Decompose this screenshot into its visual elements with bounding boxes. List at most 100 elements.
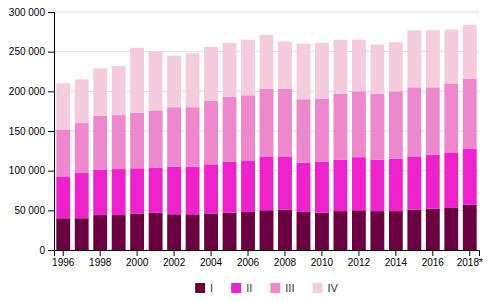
bar (315, 98, 329, 161)
bar (75, 173, 89, 218)
tick-label: 200 000 (9, 86, 46, 97)
bar (444, 83, 458, 152)
x-axis: 1996 1998 2000 2002 2004 2006 2008 2010 2012 2014… (52, 250, 483, 268)
bar (149, 52, 163, 111)
bar (241, 160, 255, 212)
bar (204, 164, 218, 213)
bar (260, 156, 274, 210)
y-axis: 050 000100 000150 000200 000250 000300 0… (9, 7, 55, 256)
bar (112, 169, 126, 215)
bar (186, 107, 200, 167)
tick-mark (48, 91, 54, 92)
bar (426, 87, 440, 154)
tick: 1996 (52, 250, 75, 268)
tick-label: 2018* (457, 257, 483, 268)
bar (75, 123, 89, 173)
bar (352, 91, 366, 157)
tick-label: 250 000 (9, 46, 46, 57)
bar (167, 167, 181, 215)
tick: 2014 (385, 250, 408, 268)
bar (426, 30, 440, 87)
bar (315, 213, 329, 250)
bar (352, 40, 366, 92)
tick-label: 2008 (274, 257, 297, 268)
bar (278, 89, 292, 156)
bar (186, 53, 200, 107)
tick: 2018* (457, 250, 483, 268)
bar (444, 152, 458, 208)
tick-label: 2010 (311, 257, 334, 268)
tick-mark (48, 12, 54, 13)
bar (352, 157, 366, 210)
chart: 050 000100 000150 000200 000250 000300 0… (0, 0, 491, 302)
bar (112, 66, 126, 115)
bar (204, 101, 218, 164)
legend: IIIIIIIV (195, 282, 338, 294)
tick: 2004 (200, 250, 223, 268)
legend-item: III (270, 282, 294, 294)
bar (297, 44, 311, 100)
bar (315, 162, 329, 213)
bar (56, 218, 70, 250)
bar (56, 129, 70, 177)
tick-mark (174, 250, 175, 256)
bar (93, 68, 107, 116)
bar (241, 40, 255, 96)
tick: 2010 (311, 250, 334, 268)
grid (54, 12, 479, 250)
tick-mark (248, 250, 249, 256)
bar (93, 116, 107, 170)
bar (297, 99, 311, 162)
bar (278, 41, 292, 89)
bar (260, 89, 274, 156)
tick-mark (469, 250, 470, 256)
tick: 2008 (274, 250, 297, 268)
bar (333, 211, 347, 250)
tick-label: 2016 (422, 257, 445, 268)
tick-label: 2014 (385, 257, 408, 268)
legend-label: III (285, 282, 294, 294)
tick-mark (48, 131, 54, 132)
tick-mark (211, 250, 212, 256)
tick-mark (100, 250, 101, 256)
bar (370, 160, 384, 212)
bar (186, 214, 200, 250)
legend-item: II (231, 282, 252, 294)
bar (463, 205, 477, 250)
tick-label: 2004 (200, 257, 223, 268)
tick: 100 000 (9, 165, 54, 176)
tick-mark (395, 250, 396, 256)
bar (130, 48, 144, 113)
bar (370, 94, 384, 160)
tick: 150 000 (9, 126, 54, 137)
bar (130, 113, 144, 169)
bar (444, 208, 458, 250)
bar (297, 163, 311, 212)
tick: 2002 (163, 250, 186, 268)
bar (407, 87, 421, 156)
tick: 250 000 (9, 46, 54, 57)
tick: 2016 (422, 250, 445, 268)
plot: 050 000100 000150 000200 000250 000300 0… (9, 7, 483, 268)
tick-mark (321, 250, 322, 256)
tick: 1998 (89, 250, 112, 268)
bar (426, 209, 440, 250)
tick: 300 000 (9, 7, 54, 18)
legend-swatch (270, 283, 280, 293)
tick: 2006 (237, 250, 260, 268)
tick-label: 150 000 (9, 126, 46, 137)
tick: 2000 (126, 250, 149, 268)
bar (56, 177, 70, 218)
tick-label: 300 000 (9, 7, 46, 18)
axis-line (55, 251, 480, 257)
bars (56, 25, 476, 250)
tick-label: 0 (39, 245, 45, 256)
legend-swatch (231, 283, 241, 293)
tick-label: 2012 (348, 257, 371, 268)
tick-label: 1998 (89, 257, 112, 268)
tick-mark (284, 250, 285, 256)
bar (93, 170, 107, 215)
tick-label: 2000 (126, 257, 149, 268)
series (56, 25, 476, 130)
tick-mark (48, 52, 54, 53)
